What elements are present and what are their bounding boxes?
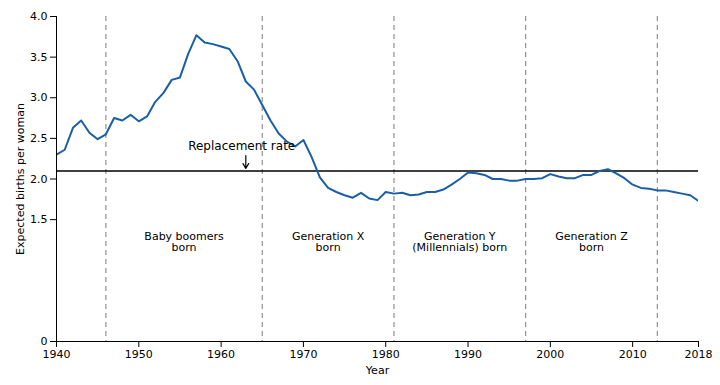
svg-text:Expected births per woman: Expected births per woman [14, 103, 27, 255]
svg-text:2018: 2018 [685, 348, 713, 361]
svg-text:0: 0 [41, 335, 48, 348]
svg-text:1970: 1970 [289, 348, 317, 361]
svg-text:3.0: 3.0 [30, 91, 48, 104]
svg-text:Year: Year [365, 364, 390, 377]
svg-text:4.0: 4.0 [30, 10, 48, 23]
svg-text:Replacement rate: Replacement rate [188, 139, 295, 153]
svg-text:1940: 1940 [43, 348, 71, 361]
svg-text:Generation Xborn: Generation Xborn [292, 230, 365, 254]
svg-text:Generation Zborn: Generation Zborn [555, 230, 628, 254]
svg-text:2.0: 2.0 [30, 173, 48, 186]
svg-text:2.5: 2.5 [30, 132, 48, 145]
svg-text:1960: 1960 [207, 348, 235, 361]
svg-text:1950: 1950 [125, 348, 153, 361]
svg-text:2010: 2010 [619, 348, 647, 361]
svg-text:1.5: 1.5 [30, 213, 48, 226]
svg-text:1990: 1990 [454, 348, 482, 361]
svg-text:Baby boomersborn: Baby boomersborn [144, 230, 224, 254]
svg-text:2000: 2000 [536, 348, 564, 361]
svg-text:3.5: 3.5 [30, 51, 48, 64]
svg-text:Generation Y(Millennials) born: Generation Y(Millennials) born [412, 230, 507, 254]
svg-text:1980: 1980 [372, 348, 400, 361]
